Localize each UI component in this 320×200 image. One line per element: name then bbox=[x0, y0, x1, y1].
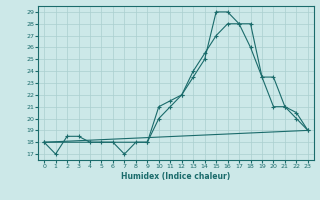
X-axis label: Humidex (Indice chaleur): Humidex (Indice chaleur) bbox=[121, 172, 231, 181]
